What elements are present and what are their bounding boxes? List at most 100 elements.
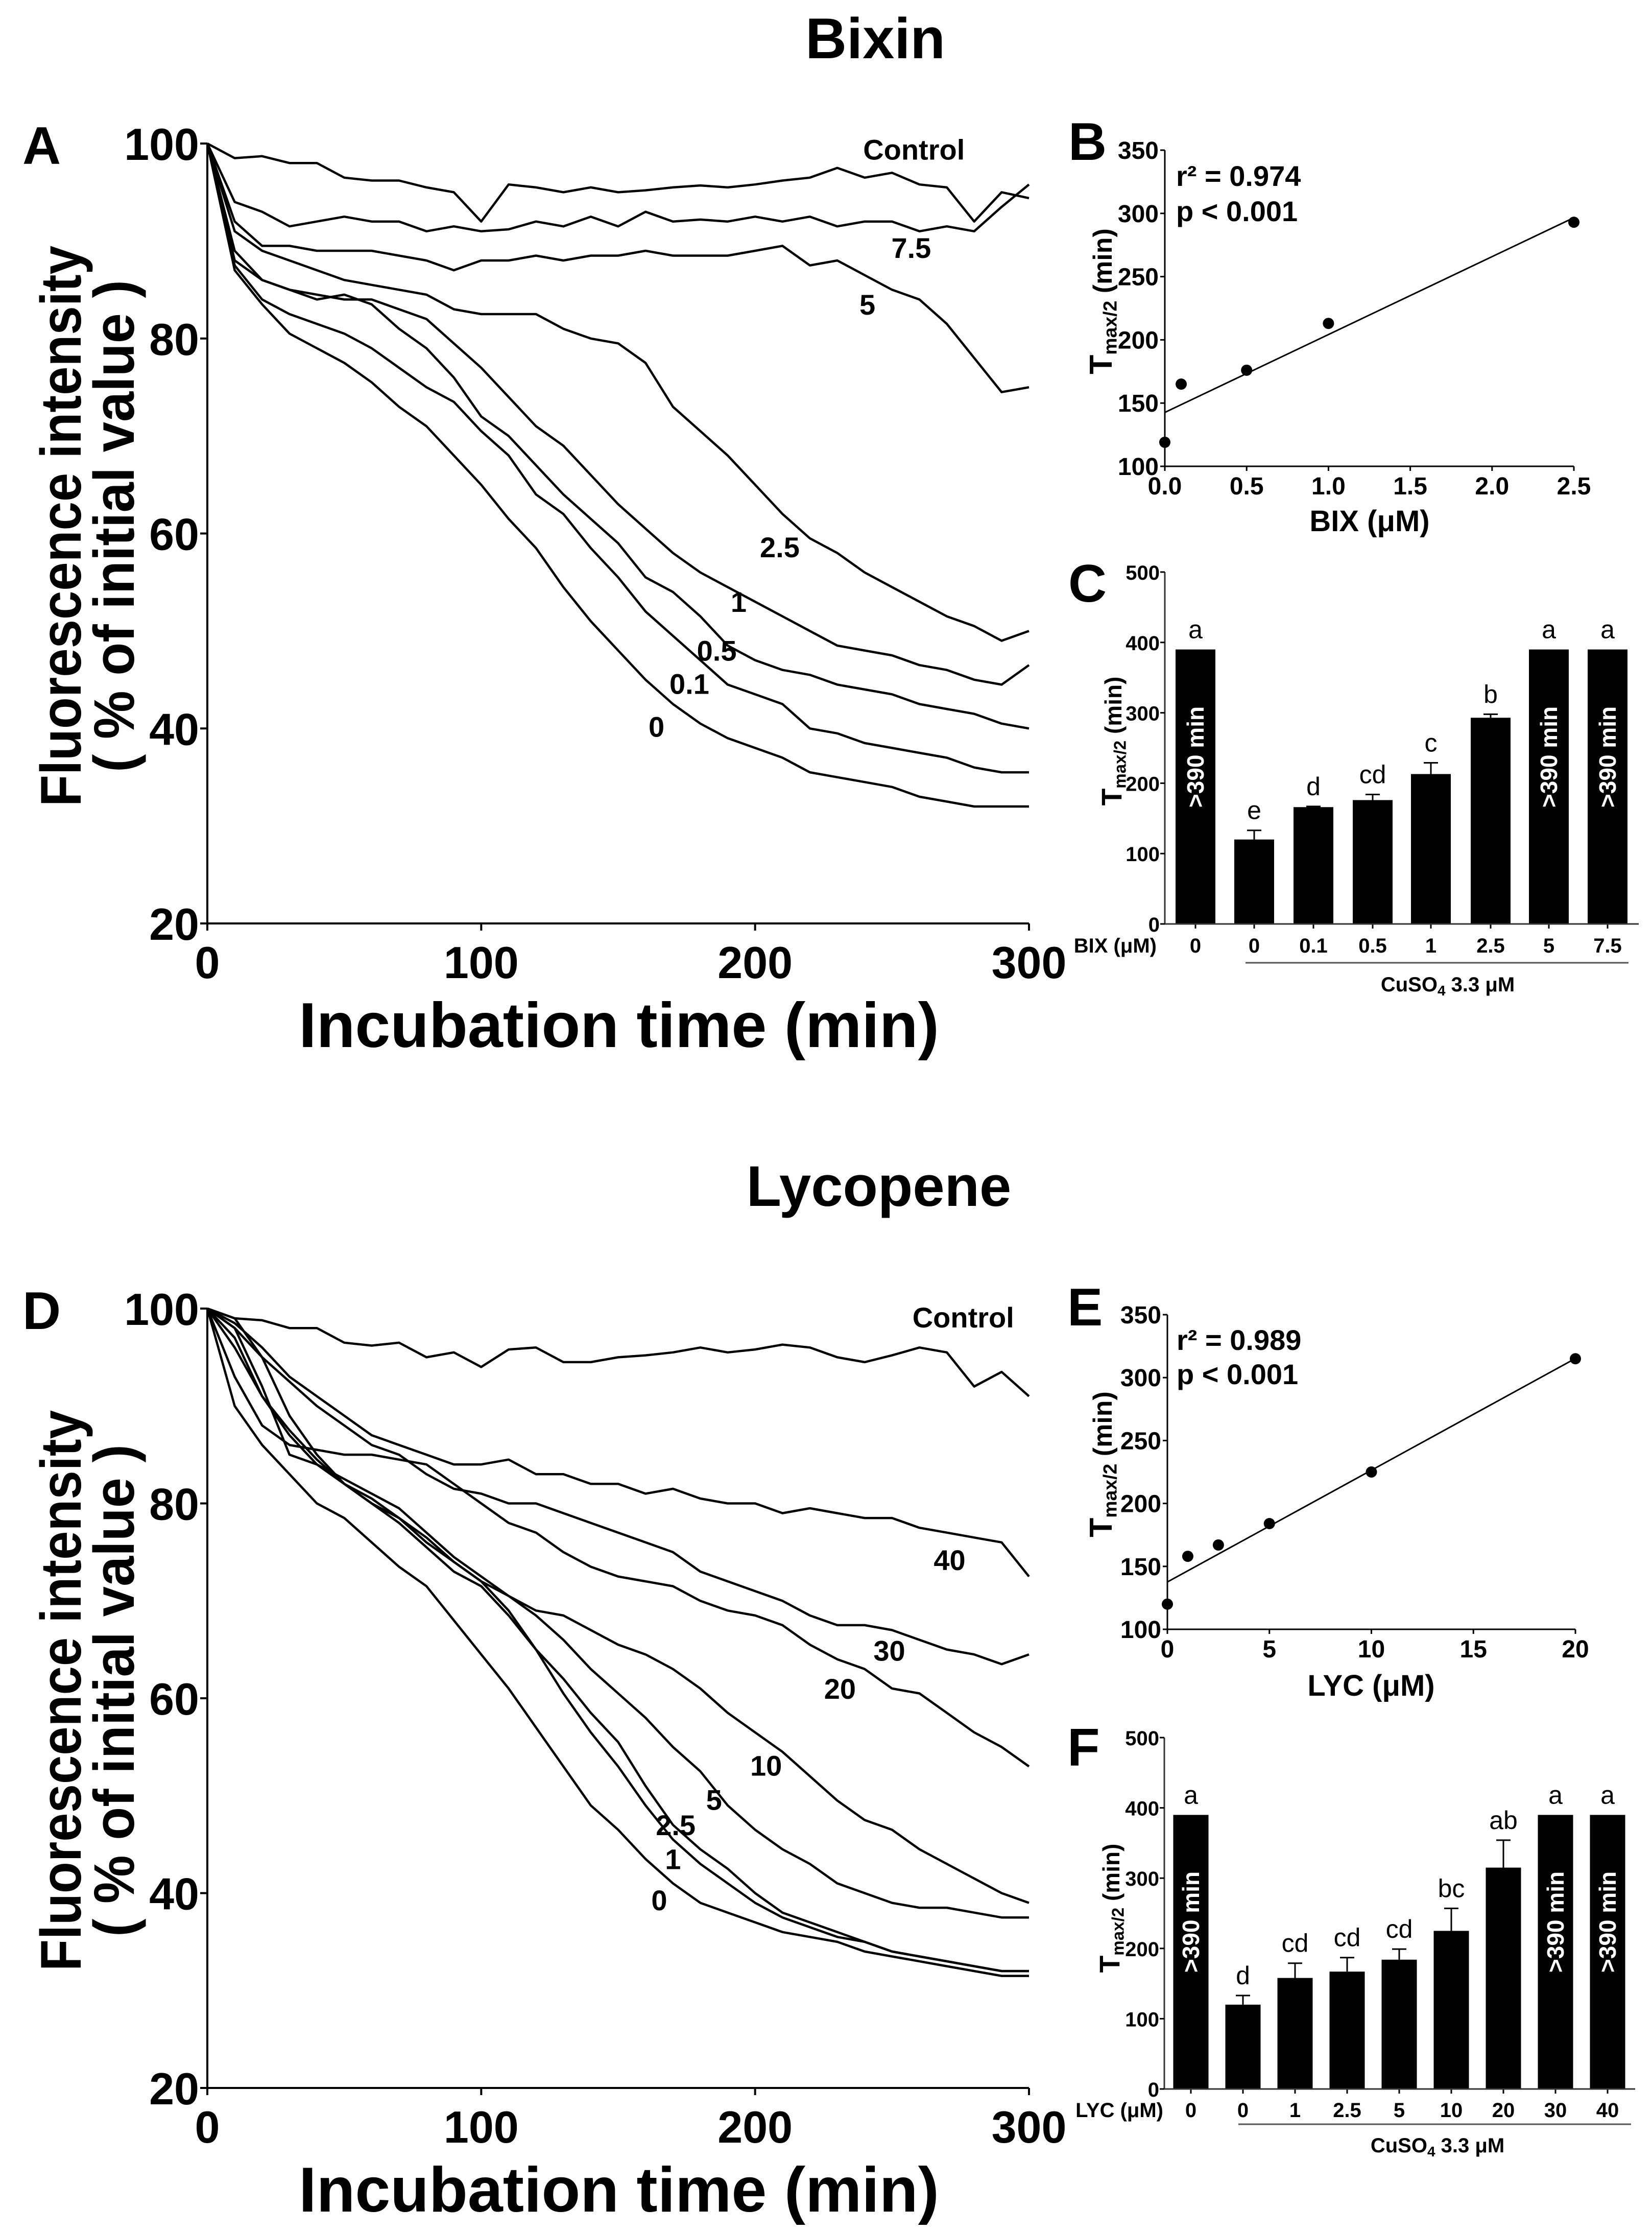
- data-point: [1568, 217, 1579, 228]
- panel-label: F: [1067, 1718, 1100, 1777]
- x-tick-label: 2.0: [1475, 473, 1509, 500]
- series-label: 30: [873, 1635, 905, 1667]
- y-tick-label: 350: [1118, 137, 1159, 164]
- x-tick-label: 2.5: [1476, 935, 1505, 957]
- significance-letter: bc: [1438, 1874, 1465, 1903]
- x-tick-label: 1: [1425, 935, 1436, 957]
- y-tick-label: 0: [1148, 2079, 1159, 2101]
- data-point: [1159, 436, 1170, 448]
- y-axis-title-line1: Fluorescence intensity: [29, 1410, 93, 1971]
- group-label-suffix: 3.3 μM: [1446, 973, 1515, 996]
- y-tick-label: 100: [1120, 1617, 1161, 1644]
- bar: [1176, 649, 1215, 924]
- figure-title: Lycopene: [747, 1154, 1012, 1218]
- x-tick-label: 2.5: [1557, 473, 1591, 500]
- data-point: [1212, 1539, 1224, 1551]
- series-line-0: [206, 143, 1029, 808]
- bar: [1433, 1931, 1469, 2089]
- r-squared-annotation: r² = 0.974: [1176, 160, 1301, 192]
- x-tick-label: 0: [1161, 1636, 1175, 1663]
- y-axis-title-main: T: [1094, 1955, 1126, 1973]
- y-tick-label: 80: [149, 314, 199, 365]
- data-point: [1176, 378, 1187, 390]
- x-tick-label: 2.5: [1333, 2099, 1361, 2122]
- bar: [1538, 1815, 1573, 2089]
- y-tick-label: 80: [149, 1479, 199, 1530]
- series-label: Control: [913, 1301, 1014, 1334]
- panel-label: A: [22, 116, 61, 176]
- y-axis-title-main: T: [1084, 355, 1119, 374]
- y-tick-label: 150: [1120, 1554, 1161, 1581]
- y-tick-label: 150: [1118, 390, 1159, 417]
- bar: [1486, 1867, 1521, 2089]
- x-tick-label: 0: [1237, 2099, 1249, 2122]
- y-tick-label: 350: [1120, 1302, 1161, 1329]
- group-label-main: CuSO: [1381, 973, 1438, 996]
- treatment-group-label: CuSO4 3.3 μM: [1381, 973, 1515, 999]
- x-axis-title: LYC (μM): [1307, 1669, 1434, 1702]
- significance-letter: ab: [1489, 1806, 1518, 1835]
- series-label: Control: [863, 133, 965, 165]
- series-line-30: [206, 1308, 1029, 1666]
- y-axis-title: Tmax/2 (min): [1094, 1844, 1128, 1973]
- y-axis-title: Tmax/2 (min): [1096, 677, 1130, 806]
- series-line-7-5: [206, 143, 1030, 233]
- x-tick-label: 5: [1394, 2099, 1405, 2122]
- x-axis-title: Incubation time (min): [299, 990, 939, 1061]
- bar: [1411, 774, 1451, 924]
- bar: [1225, 2004, 1261, 2089]
- y-axis-title-line2: ( % of initial value ): [82, 280, 146, 772]
- series-label: 0.1: [669, 668, 709, 700]
- panel-f: Fa >390 min 0 d 0 cd 1 cd 2.5 cd 5 bc 10 ab 20 a >390 mi…: [1067, 1718, 1635, 2159]
- bar-inner-label: >390 min: [1536, 706, 1562, 808]
- series-line-5: [206, 1308, 1029, 1919]
- category-axis-label: BIX (μM): [1074, 935, 1157, 957]
- x-tick-label: 300: [992, 937, 1067, 988]
- group-label-main: CuSO: [1371, 2134, 1427, 2157]
- series-label: 1: [665, 1843, 681, 1875]
- group-label-subscript: 4: [1438, 983, 1446, 999]
- significance-letter: e: [1247, 796, 1261, 825]
- data-point: [1182, 1551, 1193, 1562]
- y-axis-title-suffix: (min): [1098, 1844, 1124, 1908]
- regression-line: [1164, 217, 1574, 413]
- significance-letter: cd: [1386, 1915, 1413, 1943]
- bar: [1294, 807, 1333, 924]
- y-tick-label: 500: [1125, 1727, 1159, 1750]
- x-tick-label: 0.1: [1299, 935, 1328, 957]
- significance-letter: cd: [1359, 760, 1386, 789]
- group-label-suffix: 3.3 μM: [1435, 2134, 1505, 2157]
- series-label: 0: [651, 1884, 667, 1916]
- y-axis-title-subscript: max/2: [1111, 741, 1130, 789]
- x-tick-label: 100: [444, 937, 519, 988]
- bar: [1173, 1815, 1209, 2089]
- series-line-40: [206, 1308, 1030, 1578]
- series-line-control: [206, 143, 1029, 223]
- bar: [1381, 1959, 1417, 2089]
- significance-letter: a: [1548, 1780, 1563, 1809]
- y-tick-label: 200: [1120, 1491, 1161, 1518]
- bar: [1234, 839, 1274, 924]
- panel-label: E: [1067, 1278, 1103, 1337]
- x-tick-label: 200: [717, 937, 793, 988]
- x-tick-label: 1: [1289, 2099, 1301, 2122]
- series-line-5: [206, 143, 1029, 393]
- significance-letter: cd: [1334, 1924, 1361, 1952]
- x-tick-label: 200: [717, 2102, 793, 2152]
- y-tick-label: 100: [124, 1284, 199, 1335]
- y-axis-title-main: T: [1096, 788, 1128, 805]
- y-axis-title-subscript: max/2: [1099, 301, 1120, 355]
- x-tick-label: 0.5: [1230, 473, 1264, 500]
- data-point: [1241, 364, 1253, 376]
- y-tick-label: 300: [1120, 1365, 1161, 1392]
- series-line-20: [206, 1308, 1030, 1768]
- panel-label: D: [22, 1281, 61, 1341]
- x-tick-label: 5: [1262, 1636, 1276, 1663]
- y-tick-label: 250: [1118, 264, 1159, 291]
- series-label: 20: [824, 1673, 856, 1705]
- data-point: [1263, 1518, 1275, 1530]
- y-axis-title: Tmax/2 (min): [1084, 1391, 1120, 1537]
- series-label: 5: [859, 289, 875, 321]
